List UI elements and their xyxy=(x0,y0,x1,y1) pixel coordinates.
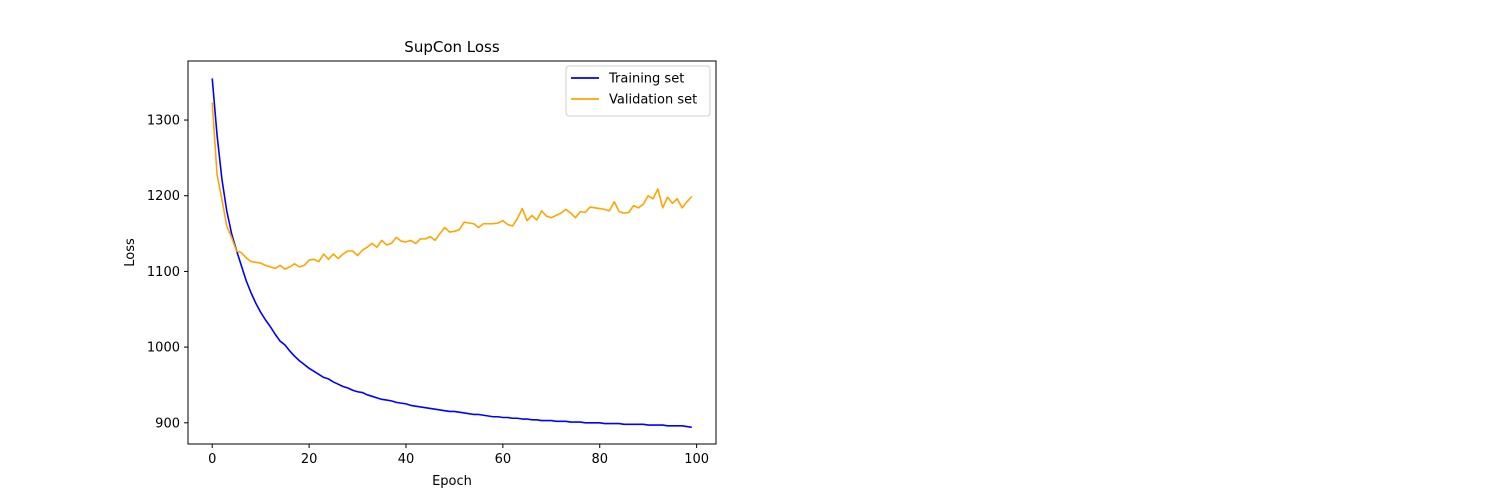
x-tick-label: 0 xyxy=(208,452,216,467)
legend-label-1: Training set xyxy=(608,72,684,87)
y-tick-label: 1300 xyxy=(147,114,180,129)
legend: Training set Validation set xyxy=(565,65,711,117)
legend-label-2: Validation set xyxy=(609,93,697,108)
x-tick-label: 60 xyxy=(495,452,512,467)
legend-box xyxy=(565,65,711,117)
series-line-2 xyxy=(211,102,693,270)
y-tick-label: 1200 xyxy=(147,189,180,204)
y-tick-label: 1100 xyxy=(147,265,180,280)
y-axis: 900 1000 1100 1200 1300 xyxy=(147,114,188,431)
series-line-1 xyxy=(211,78,692,429)
x-axis: 0 20 40 60 80 100 xyxy=(208,444,709,467)
x-tick-label: 40 xyxy=(398,452,415,467)
y-tick-label: 900 xyxy=(155,416,180,431)
x-tick-label: 20 xyxy=(301,452,318,467)
y-axis-label: Loss xyxy=(123,238,138,267)
x-axis-label: Epoch xyxy=(432,474,472,489)
x-tick-label: 100 xyxy=(684,452,709,467)
axes-frame xyxy=(187,60,717,445)
x-tick-label: 80 xyxy=(591,452,608,467)
plot-area xyxy=(211,78,693,429)
chart-title: SupCon Loss xyxy=(404,38,500,56)
y-tick-label: 1000 xyxy=(147,341,180,356)
